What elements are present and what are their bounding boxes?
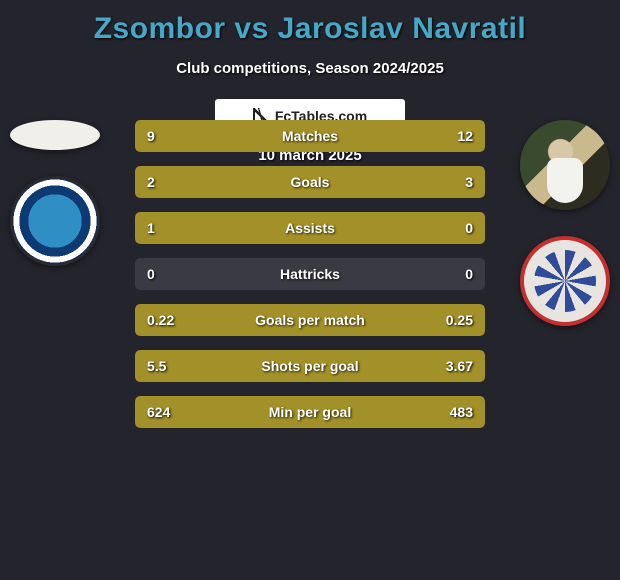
player2-photo xyxy=(520,120,610,210)
stat-row: 1Assists0 xyxy=(135,212,485,244)
stat-label: Matches xyxy=(135,128,485,144)
stat-value-right: 0 xyxy=(465,220,473,236)
stat-row: 624Min per goal483 xyxy=(135,396,485,428)
right-avatars xyxy=(520,120,610,326)
stat-row: 5.5Shots per goal3.67 xyxy=(135,350,485,382)
page-subtitle: Club competitions, Season 2024/2025 xyxy=(0,60,620,77)
stat-row: 2Goals3 xyxy=(135,166,485,198)
stat-value-right: 483 xyxy=(450,404,473,420)
player1-club-badge: ★ ★ ★ xyxy=(10,176,100,266)
stat-label: Shots per goal xyxy=(135,358,485,374)
stat-label: Min per goal xyxy=(135,404,485,420)
stat-label: Goals xyxy=(135,174,485,190)
stat-value-right: 0 xyxy=(465,266,473,282)
stat-label: Goals per match xyxy=(135,312,485,328)
stat-row: 9Matches12 xyxy=(135,120,485,152)
stat-row: 0.22Goals per match0.25 xyxy=(135,304,485,336)
page-title: Zsombor vs Jaroslav Navratil xyxy=(0,0,620,46)
stat-value-right: 3.67 xyxy=(446,358,473,374)
stat-value-right: 12 xyxy=(457,128,473,144)
stat-label: Hattricks xyxy=(135,266,485,282)
player2-club-badge xyxy=(520,236,610,326)
stat-value-right: 3 xyxy=(465,174,473,190)
left-avatars: ★ ★ ★ xyxy=(10,120,100,266)
player1-photo xyxy=(10,120,100,150)
club-stars-icon: ★ ★ ★ xyxy=(13,176,97,179)
stat-value-right: 0.25 xyxy=(446,312,473,328)
stat-label: Assists xyxy=(135,220,485,236)
stats-panel: 9Matches122Goals31Assists00Hattricks00.2… xyxy=(135,120,485,428)
stat-row: 0Hattricks0 xyxy=(135,258,485,290)
